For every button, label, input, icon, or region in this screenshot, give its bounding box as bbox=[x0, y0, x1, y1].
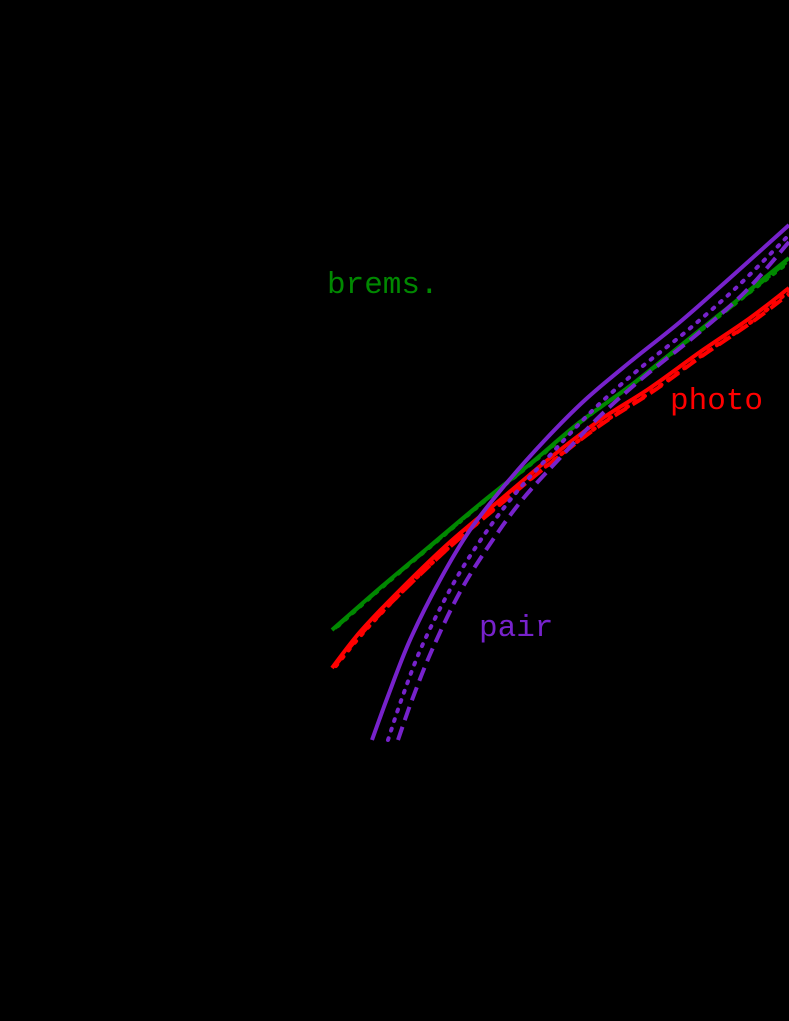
curve-pair-solid bbox=[370, 223, 789, 741]
curve-pair-dashed bbox=[396, 240, 789, 741]
label-brems: brems. bbox=[327, 268, 439, 303]
label-photo: photo bbox=[670, 384, 764, 419]
series-layer bbox=[330, 223, 789, 742]
curve-pair-dotted bbox=[386, 233, 789, 742]
curve-photo-dotted bbox=[334, 289, 789, 668]
curve-photo-solid bbox=[330, 286, 789, 670]
curve-photo-dashed bbox=[332, 292, 789, 669]
label-pair: pair bbox=[479, 611, 554, 646]
